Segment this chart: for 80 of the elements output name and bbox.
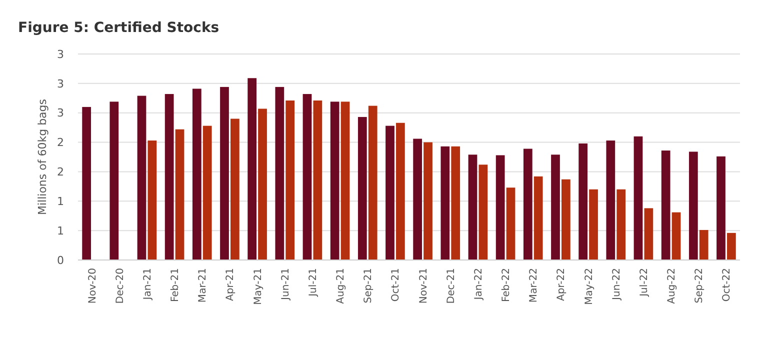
bar bbox=[561, 179, 570, 260]
bar bbox=[164, 94, 174, 260]
bar bbox=[468, 154, 478, 260]
x-tick-label: Mar-22 bbox=[528, 268, 540, 303]
y-axis-title: Millions of 60kg bags bbox=[36, 98, 49, 216]
bar bbox=[644, 208, 654, 260]
bar bbox=[137, 96, 146, 260]
x-tick-label: Nov-21 bbox=[418, 268, 430, 304]
x-tick-label: Apr-21 bbox=[225, 268, 236, 301]
bar bbox=[82, 106, 92, 260]
x-tick-label: Oct-22 bbox=[722, 268, 733, 302]
x-tick-label: May-22 bbox=[584, 268, 595, 305]
x-tick-label: Jun-21 bbox=[280, 268, 292, 301]
bar bbox=[672, 212, 681, 260]
bar bbox=[358, 116, 367, 260]
bar bbox=[230, 118, 240, 260]
bar bbox=[616, 189, 626, 260]
x-tick-label: Aug-21 bbox=[336, 268, 347, 304]
bar bbox=[523, 148, 532, 260]
bar bbox=[110, 102, 119, 260]
x-tick-label: Jul-22 bbox=[638, 268, 650, 298]
x-tick-label: Jun-22 bbox=[611, 268, 622, 301]
bar bbox=[340, 102, 350, 260]
bar bbox=[578, 143, 588, 260]
chart-title: Figure 5: Certified Stocks bbox=[18, 20, 220, 36]
y-tick-label: 2 bbox=[57, 136, 64, 150]
x-tick-label: Jul-21 bbox=[308, 268, 319, 298]
bar bbox=[661, 150, 670, 260]
y-tick-label: 2 bbox=[57, 166, 64, 179]
x-tick-label: May-21 bbox=[252, 268, 264, 305]
bar bbox=[451, 146, 460, 260]
y-tick-label: 1 bbox=[57, 194, 64, 208]
y-tick-label: 1 bbox=[57, 224, 64, 238]
bar bbox=[396, 122, 405, 260]
bar bbox=[202, 126, 212, 260]
y-tick-label: 3 bbox=[57, 106, 64, 120]
bar bbox=[148, 140, 157, 260]
bar bbox=[424, 142, 432, 260]
bar bbox=[606, 140, 616, 260]
x-tick-label: Sep-21 bbox=[363, 268, 374, 304]
bar bbox=[496, 155, 505, 260]
y-tick-label: 0 bbox=[57, 254, 64, 267]
x-tick-label: Mar-21 bbox=[198, 268, 209, 303]
bar bbox=[313, 100, 322, 260]
bar bbox=[286, 100, 295, 260]
bar bbox=[634, 136, 643, 260]
x-tick-label: Oct-21 bbox=[390, 268, 402, 302]
bar bbox=[726, 232, 736, 260]
bar bbox=[302, 94, 312, 260]
y-tick-label: 3 bbox=[57, 77, 64, 90]
bar bbox=[192, 88, 202, 260]
bar bbox=[258, 108, 267, 260]
bar bbox=[275, 86, 284, 260]
bar bbox=[248, 78, 257, 260]
x-tick-label: Dec-21 bbox=[446, 268, 457, 304]
bar bbox=[716, 156, 726, 260]
bar bbox=[551, 154, 560, 260]
bar bbox=[534, 176, 543, 260]
bar bbox=[440, 146, 450, 260]
x-tick-label: Feb-21 bbox=[170, 268, 182, 302]
x-tick-label: Jan-21 bbox=[142, 268, 154, 301]
x-tick-label: Sep-22 bbox=[694, 268, 706, 304]
x-tick-label: Feb-22 bbox=[501, 268, 512, 302]
bar bbox=[220, 86, 229, 260]
bar bbox=[506, 188, 516, 260]
bar bbox=[368, 106, 378, 260]
bar bbox=[330, 102, 340, 260]
bar bbox=[413, 138, 422, 260]
bar bbox=[386, 126, 394, 260]
bar bbox=[478, 164, 488, 260]
bar bbox=[688, 152, 698, 260]
bar bbox=[699, 230, 708, 260]
x-tick-label: Apr-22 bbox=[556, 268, 568, 301]
x-tick-label: Jan-22 bbox=[473, 268, 484, 301]
x-tick-label: Nov-20 bbox=[87, 268, 98, 304]
bar bbox=[589, 189, 598, 260]
bar bbox=[175, 129, 184, 260]
x-tick-label: Aug-22 bbox=[666, 268, 678, 304]
x-tick-label: Dec-20 bbox=[114, 268, 126, 304]
y-tick-label: 3 bbox=[57, 48, 64, 61]
